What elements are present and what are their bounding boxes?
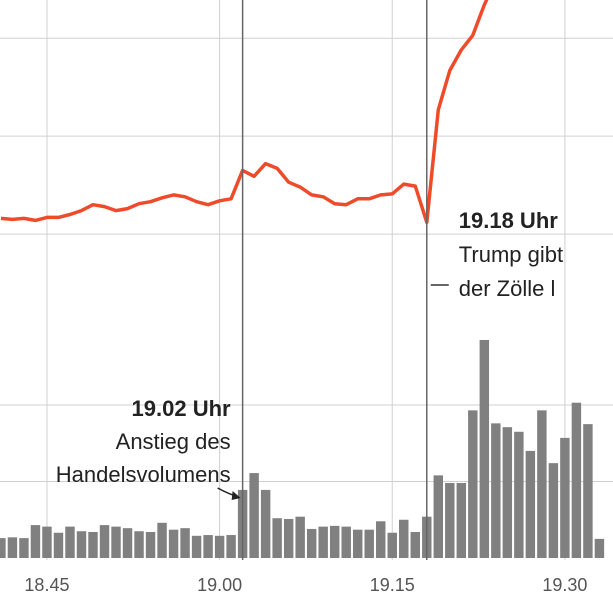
bar — [76, 531, 87, 558]
bar — [157, 522, 167, 558]
bar — [352, 529, 363, 558]
bar — [283, 518, 294, 558]
bar — [399, 519, 409, 558]
bar — [203, 535, 213, 558]
marks — [0, 0, 605, 558]
bar — [594, 538, 605, 558]
x-tick-label: 19.30 — [542, 575, 587, 595]
bar — [226, 535, 236, 558]
annotations: 19.18 Uhr Trump gibt der Zölle l 19.02 Uhr A… — [56, 0, 563, 560]
bar — [341, 526, 351, 558]
bar — [468, 410, 478, 558]
bar — [180, 528, 190, 558]
bar — [30, 525, 41, 558]
bar — [318, 526, 328, 558]
bar — [88, 531, 98, 558]
annotation-text: 19.18 Uhr — [459, 208, 558, 233]
bar — [514, 431, 524, 558]
bar — [364, 529, 374, 558]
bar — [272, 518, 282, 558]
bar — [7, 537, 18, 558]
bar — [168, 529, 179, 558]
annotation-text: Anstieg des — [116, 429, 231, 454]
bar — [295, 516, 305, 558]
bar — [111, 526, 121, 558]
bar — [456, 483, 467, 558]
bar — [65, 526, 75, 558]
bar — [376, 521, 386, 558]
bar — [249, 473, 259, 558]
bar — [410, 531, 420, 558]
grid — [0, 0, 613, 560]
bar — [42, 526, 52, 558]
bar — [19, 538, 29, 558]
bar — [502, 427, 513, 558]
annotation-text: der Zölle l — [459, 276, 556, 301]
bar — [525, 450, 536, 558]
annotation-text: Trump gibt — [459, 242, 563, 267]
bar — [260, 489, 271, 558]
bar — [214, 535, 225, 558]
bar — [479, 339, 490, 558]
bar — [145, 531, 156, 558]
annotation-arrowhead — [231, 491, 241, 500]
x-tick-label: 19.00 — [197, 575, 242, 595]
bar — [548, 463, 559, 558]
bar — [571, 402, 582, 558]
bar — [445, 483, 455, 558]
bar — [491, 423, 501, 558]
annotation-text: 19.02 Uhr — [132, 396, 231, 421]
bar — [191, 535, 202, 558]
x-tick-label: 18.45 — [24, 575, 69, 595]
bar — [560, 437, 570, 558]
x-tick-label: 19.15 — [370, 575, 415, 595]
bar — [0, 538, 6, 558]
price-line — [0, 0, 489, 225]
bar — [99, 525, 110, 558]
bar — [329, 525, 340, 558]
bar — [583, 424, 593, 558]
bar — [134, 531, 144, 558]
bar — [537, 410, 547, 558]
annotation-text: Handelsvolumens — [56, 462, 231, 487]
bar — [387, 532, 397, 558]
bar — [306, 528, 317, 558]
bar — [433, 475, 444, 558]
bar — [53, 532, 64, 558]
bar — [122, 528, 133, 558]
